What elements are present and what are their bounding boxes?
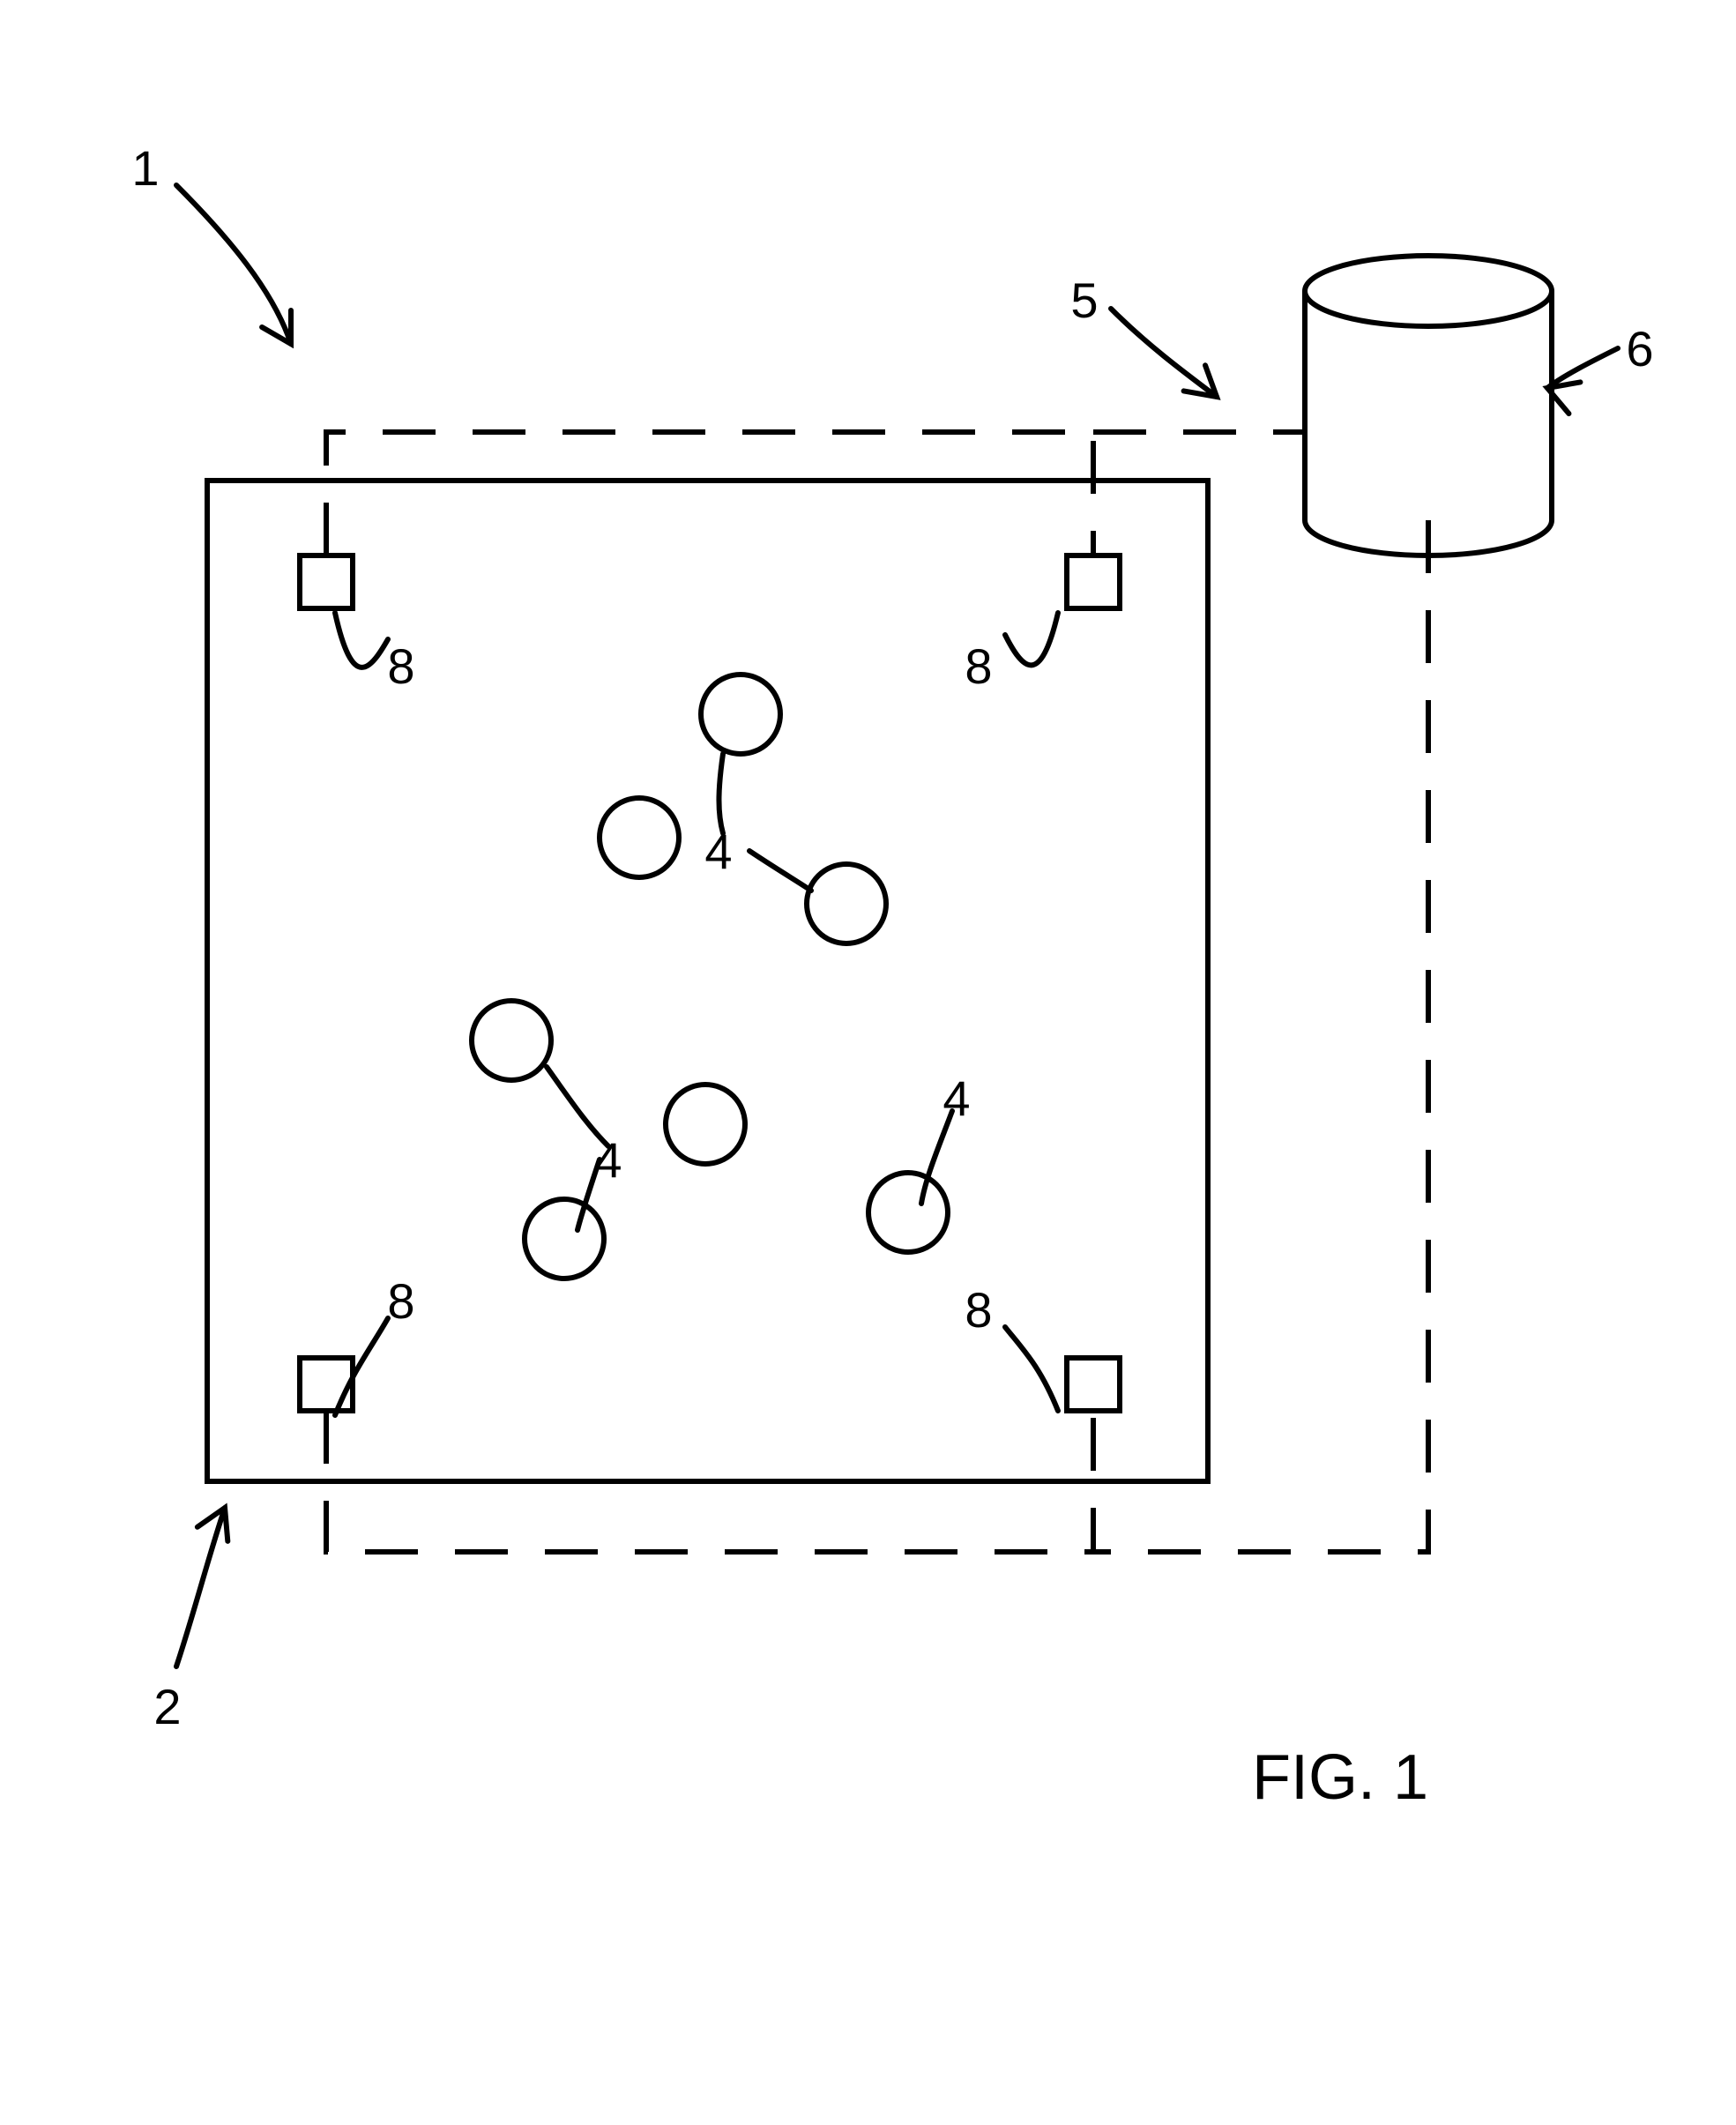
label-l8d: 8 bbox=[965, 1282, 992, 1338]
leader-line-7 bbox=[1005, 1327, 1058, 1411]
label-l5: 5 bbox=[1070, 272, 1098, 328]
label-l6: 6 bbox=[1626, 321, 1653, 377]
leader-line-3 bbox=[176, 1508, 225, 1666]
object-circle-6 bbox=[868, 1173, 948, 1252]
cylinder-top-ellipse bbox=[1305, 256, 1552, 326]
sensor-square-3 bbox=[1067, 1358, 1120, 1411]
figure-caption: FIG. 1 bbox=[1252, 1742, 1428, 1813]
leader-line-9 bbox=[749, 851, 811, 891]
arrowhead-icon bbox=[197, 1508, 227, 1541]
leader-line-8 bbox=[719, 754, 723, 833]
object-circle-0 bbox=[701, 675, 780, 754]
object-circle-2 bbox=[807, 864, 886, 943]
object-circle-4 bbox=[666, 1085, 745, 1164]
object-circle-5 bbox=[525, 1199, 604, 1279]
label-l8a: 8 bbox=[387, 638, 414, 694]
leader-line-4 bbox=[335, 613, 388, 667]
object-circle-3 bbox=[472, 1001, 551, 1080]
leader-line-5 bbox=[1005, 613, 1058, 665]
label-l8c: 8 bbox=[387, 1273, 414, 1329]
dashed-connection-2 bbox=[1093, 520, 1428, 1552]
label-l4a: 4 bbox=[704, 824, 732, 879]
label-l4c: 4 bbox=[943, 1070, 970, 1126]
sensor-square-1 bbox=[1067, 555, 1120, 608]
sensor-square-2 bbox=[300, 1358, 353, 1411]
main-area-rect bbox=[207, 481, 1208, 1481]
leader-line-0 bbox=[176, 185, 291, 344]
sensor-square-0 bbox=[300, 555, 353, 608]
label-l4b: 4 bbox=[594, 1132, 622, 1188]
leader-line-1 bbox=[1111, 309, 1217, 397]
object-circle-1 bbox=[600, 798, 679, 877]
dashed-connection-0 bbox=[326, 432, 1093, 555]
label-l1: 1 bbox=[131, 140, 159, 196]
label-l2: 2 bbox=[153, 1679, 181, 1734]
label-l8b: 8 bbox=[965, 638, 992, 694]
diagram-canvas: 1 5 6 2 8 8 8 8 4 4 4 FIG. 1 bbox=[0, 0, 1736, 2125]
